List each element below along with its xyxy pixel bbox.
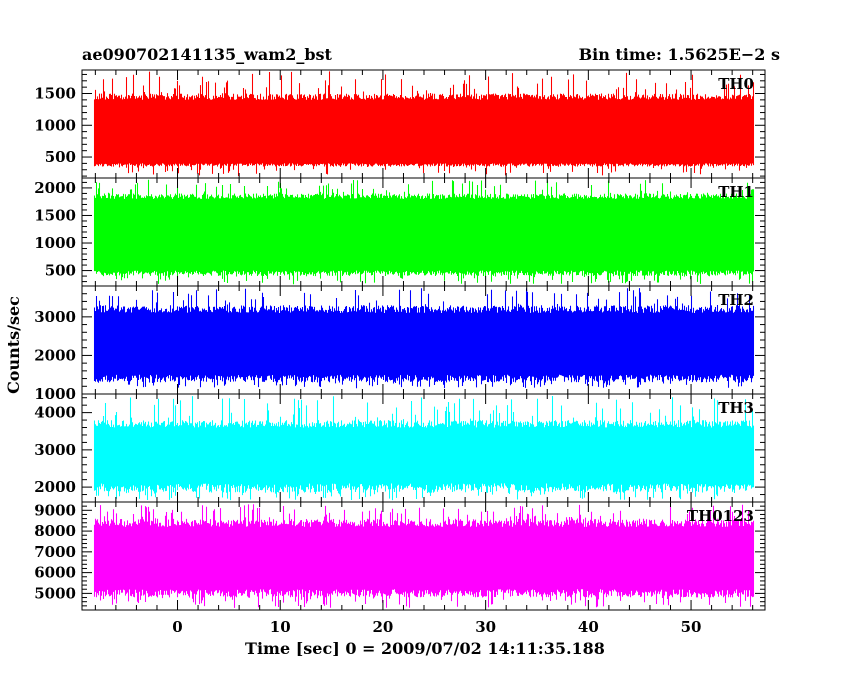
- y-tick-label: 1500: [34, 206, 76, 224]
- y-tick-label: 3000: [34, 308, 76, 326]
- panel-th3: 2000 3000 4000 TH3: [34, 393, 766, 503]
- panel-label: TH3: [718, 399, 754, 417]
- series-th2: [93, 288, 755, 389]
- bin-time-label: Bin time: 1.5625E−2 s: [579, 45, 780, 64]
- series-th0: [93, 71, 755, 176]
- y-tick-label: 7000: [34, 543, 76, 561]
- panel-th0123: 5000 6000 7000 8000 9000 TH0123: [34, 501, 766, 611]
- y-tick-label: 2000: [34, 346, 76, 364]
- y-tick-label: 1000: [34, 116, 76, 134]
- x-tick-label: 30: [475, 618, 496, 636]
- x-tick-label: 0: [172, 618, 182, 636]
- panel-th2: 1000 2000 3000 TH2: [34, 285, 766, 403]
- y-tick-label: 2000: [34, 179, 76, 197]
- series-th3: [93, 396, 755, 501]
- y-tick-label: 5000: [34, 584, 76, 602]
- y-axis-label: Counts/sec: [4, 296, 23, 394]
- panel-th1: 500 1000 1500 2000 TH1: [34, 177, 766, 287]
- x-axis-label: Time [sec] 0 = 2009/07/02 14:11:35.188: [245, 639, 605, 658]
- y-tick-label: 4000: [34, 404, 76, 422]
- chart-title: ae090702141135_wam2_bst: [82, 45, 333, 64]
- x-axis: 0 10 20 30 40 50: [172, 618, 701, 636]
- y-tick-label: 500: [45, 262, 76, 280]
- y-tick-label: 1000: [34, 385, 76, 403]
- y-tick-label: 1000: [34, 234, 76, 252]
- panel-label: TH2: [718, 291, 754, 309]
- x-tick-label: 40: [578, 618, 599, 636]
- y-tick-label: 500: [45, 148, 76, 166]
- y-tick-label: 9000: [34, 501, 76, 519]
- y-tick-label: 1500: [34, 85, 76, 103]
- y-tick-label: 6000: [34, 564, 76, 582]
- series-th1: [93, 179, 755, 285]
- panel-th0: 500 1000 1500 TH0: [34, 69, 766, 179]
- y-tick-label: 8000: [34, 522, 76, 540]
- y-tick-label: 3000: [34, 441, 76, 459]
- panel-label: TH0: [718, 75, 754, 93]
- series-th0123: [93, 504, 755, 608]
- x-tick-label: 50: [681, 618, 702, 636]
- panel-label: TH0123: [687, 507, 754, 525]
- x-tick-label: 20: [372, 618, 393, 636]
- x-tick-label: 10: [270, 618, 291, 636]
- y-tick-label: 2000: [34, 478, 76, 496]
- panel-label: TH1: [718, 183, 754, 201]
